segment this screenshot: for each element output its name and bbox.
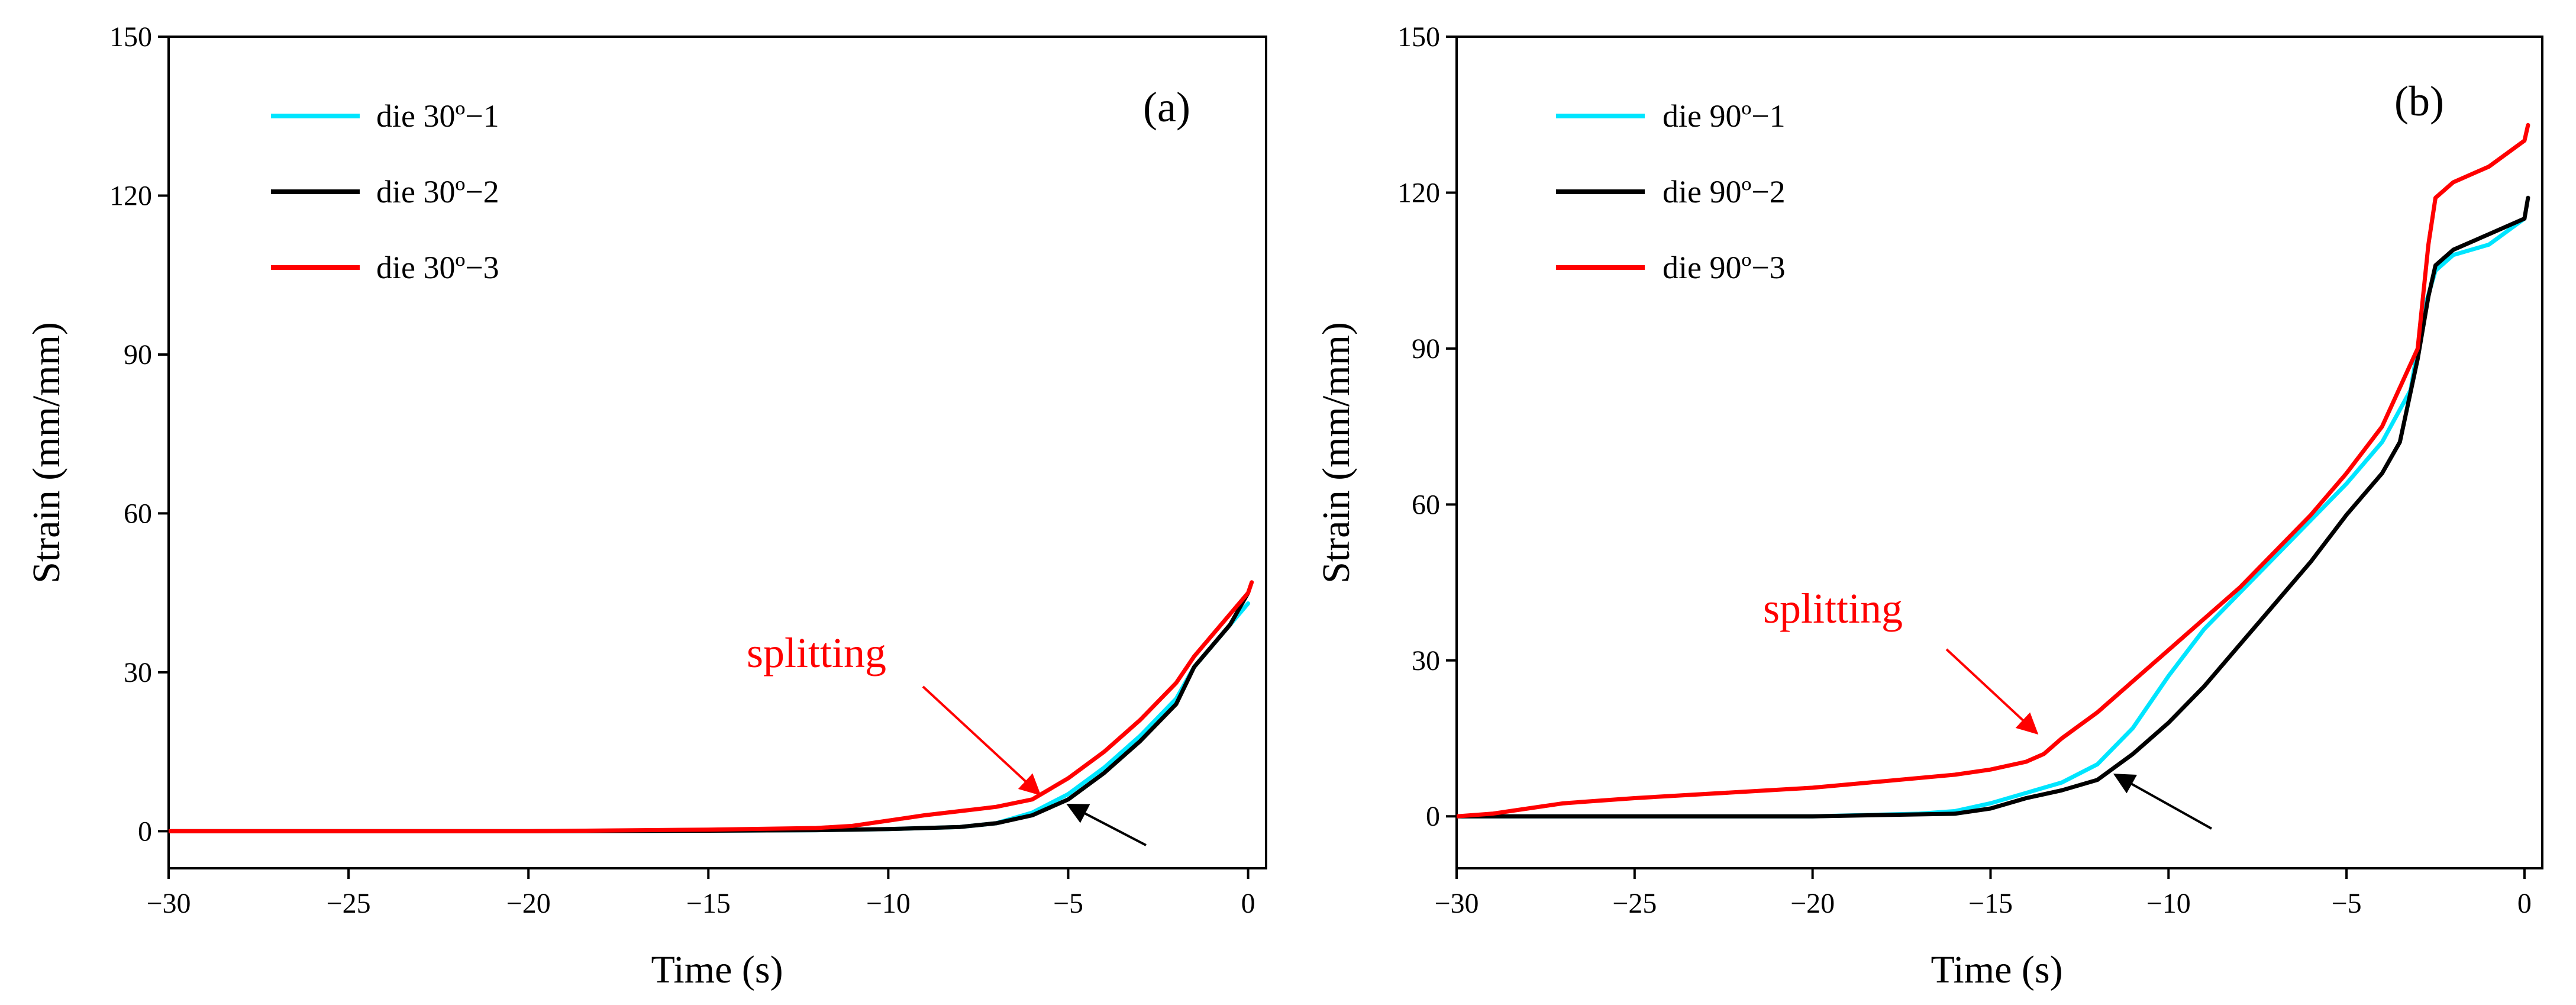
y-tick-label: 150 bbox=[109, 21, 152, 53]
x-tick-label: −5 bbox=[1053, 888, 1083, 919]
x-tick-label: −25 bbox=[1612, 888, 1657, 919]
plot-frame-a bbox=[167, 36, 1267, 869]
plot-frame-b bbox=[1455, 36, 2543, 869]
legend-label: die 90º−1 bbox=[1663, 98, 1786, 134]
legend-label: die 30º−1 bbox=[376, 98, 499, 134]
series-line-die-90-2 bbox=[1457, 195, 2530, 819]
x-tick-label: −10 bbox=[866, 888, 911, 919]
series-line-die-90-1 bbox=[1457, 216, 2527, 819]
y-axis-title: Strain (mm/mm) bbox=[25, 322, 68, 584]
x-tick-label: −15 bbox=[686, 888, 731, 919]
x-tick-label: −25 bbox=[327, 888, 371, 919]
panel-label: (a) bbox=[1143, 83, 1190, 131]
series-line-die-30-3 bbox=[169, 580, 1254, 833]
y-tick-label: 150 bbox=[1397, 21, 1440, 53]
legend-label: die 90º−3 bbox=[1663, 250, 1786, 285]
y-tick-label: 60 bbox=[1412, 489, 1440, 520]
splitting-arrow bbox=[922, 685, 1041, 796]
x-tick-label: 0 bbox=[2517, 888, 2532, 919]
series-line-die-30-2 bbox=[169, 591, 1251, 833]
y-tick-label: 0 bbox=[1426, 801, 1440, 832]
series-line-die-30-1 bbox=[169, 601, 1251, 833]
chart-panel-b: −30 −25 −20 −15 −10 −5 0 0 30 60 90 120 150 Time (s) S… bbox=[1315, 21, 2543, 991]
y-tick-label: 60 bbox=[124, 498, 152, 529]
x-tick-label: −5 bbox=[2332, 888, 2362, 919]
x-tick-label: −20 bbox=[506, 888, 551, 919]
x-tick-label: −30 bbox=[146, 888, 191, 919]
y-tick-label: 30 bbox=[1412, 645, 1440, 677]
chart-panel-a: −30 −25 −20 −15 −10 −5 0 0 30 60 90 120 150 Time (s) S… bbox=[25, 21, 1267, 991]
series-lines bbox=[1457, 123, 2530, 819]
panel-label: (b) bbox=[2394, 78, 2444, 125]
y-tick-label: 90 bbox=[1412, 333, 1440, 365]
x-axis-title: Time (s) bbox=[1931, 948, 2062, 991]
pointer-arrow bbox=[1066, 803, 1147, 846]
y-tick-label: 90 bbox=[124, 339, 152, 371]
x-tick-label: 0 bbox=[1241, 888, 1255, 919]
x-tick-label: −10 bbox=[2146, 888, 2191, 919]
x-tick-label: −30 bbox=[1434, 888, 1479, 919]
splitting-arrow bbox=[1945, 648, 2039, 735]
y-tick-label: 120 bbox=[1397, 177, 1440, 208]
splitting-label: splitting bbox=[747, 629, 886, 677]
series-lines bbox=[169, 580, 1254, 833]
x-axis-title: Time (s) bbox=[651, 948, 783, 991]
legend-label: die 90º−2 bbox=[1663, 174, 1786, 210]
y-axis-title: Strain (mm/mm) bbox=[1315, 322, 1358, 584]
y-tick-label: 0 bbox=[138, 816, 152, 847]
y-tick-label: 30 bbox=[124, 657, 152, 688]
x-tick-label: −15 bbox=[1968, 888, 2013, 919]
x-tick-label: −20 bbox=[1790, 888, 1835, 919]
y-tick-label: 120 bbox=[109, 180, 152, 211]
legend-label: die 30º−3 bbox=[376, 250, 499, 285]
legend-label: die 30º−2 bbox=[376, 174, 499, 210]
splitting-label: splitting bbox=[1763, 585, 1903, 632]
series-line-die-90-3 bbox=[1457, 123, 2530, 819]
pointer-arrow bbox=[2113, 774, 2212, 830]
